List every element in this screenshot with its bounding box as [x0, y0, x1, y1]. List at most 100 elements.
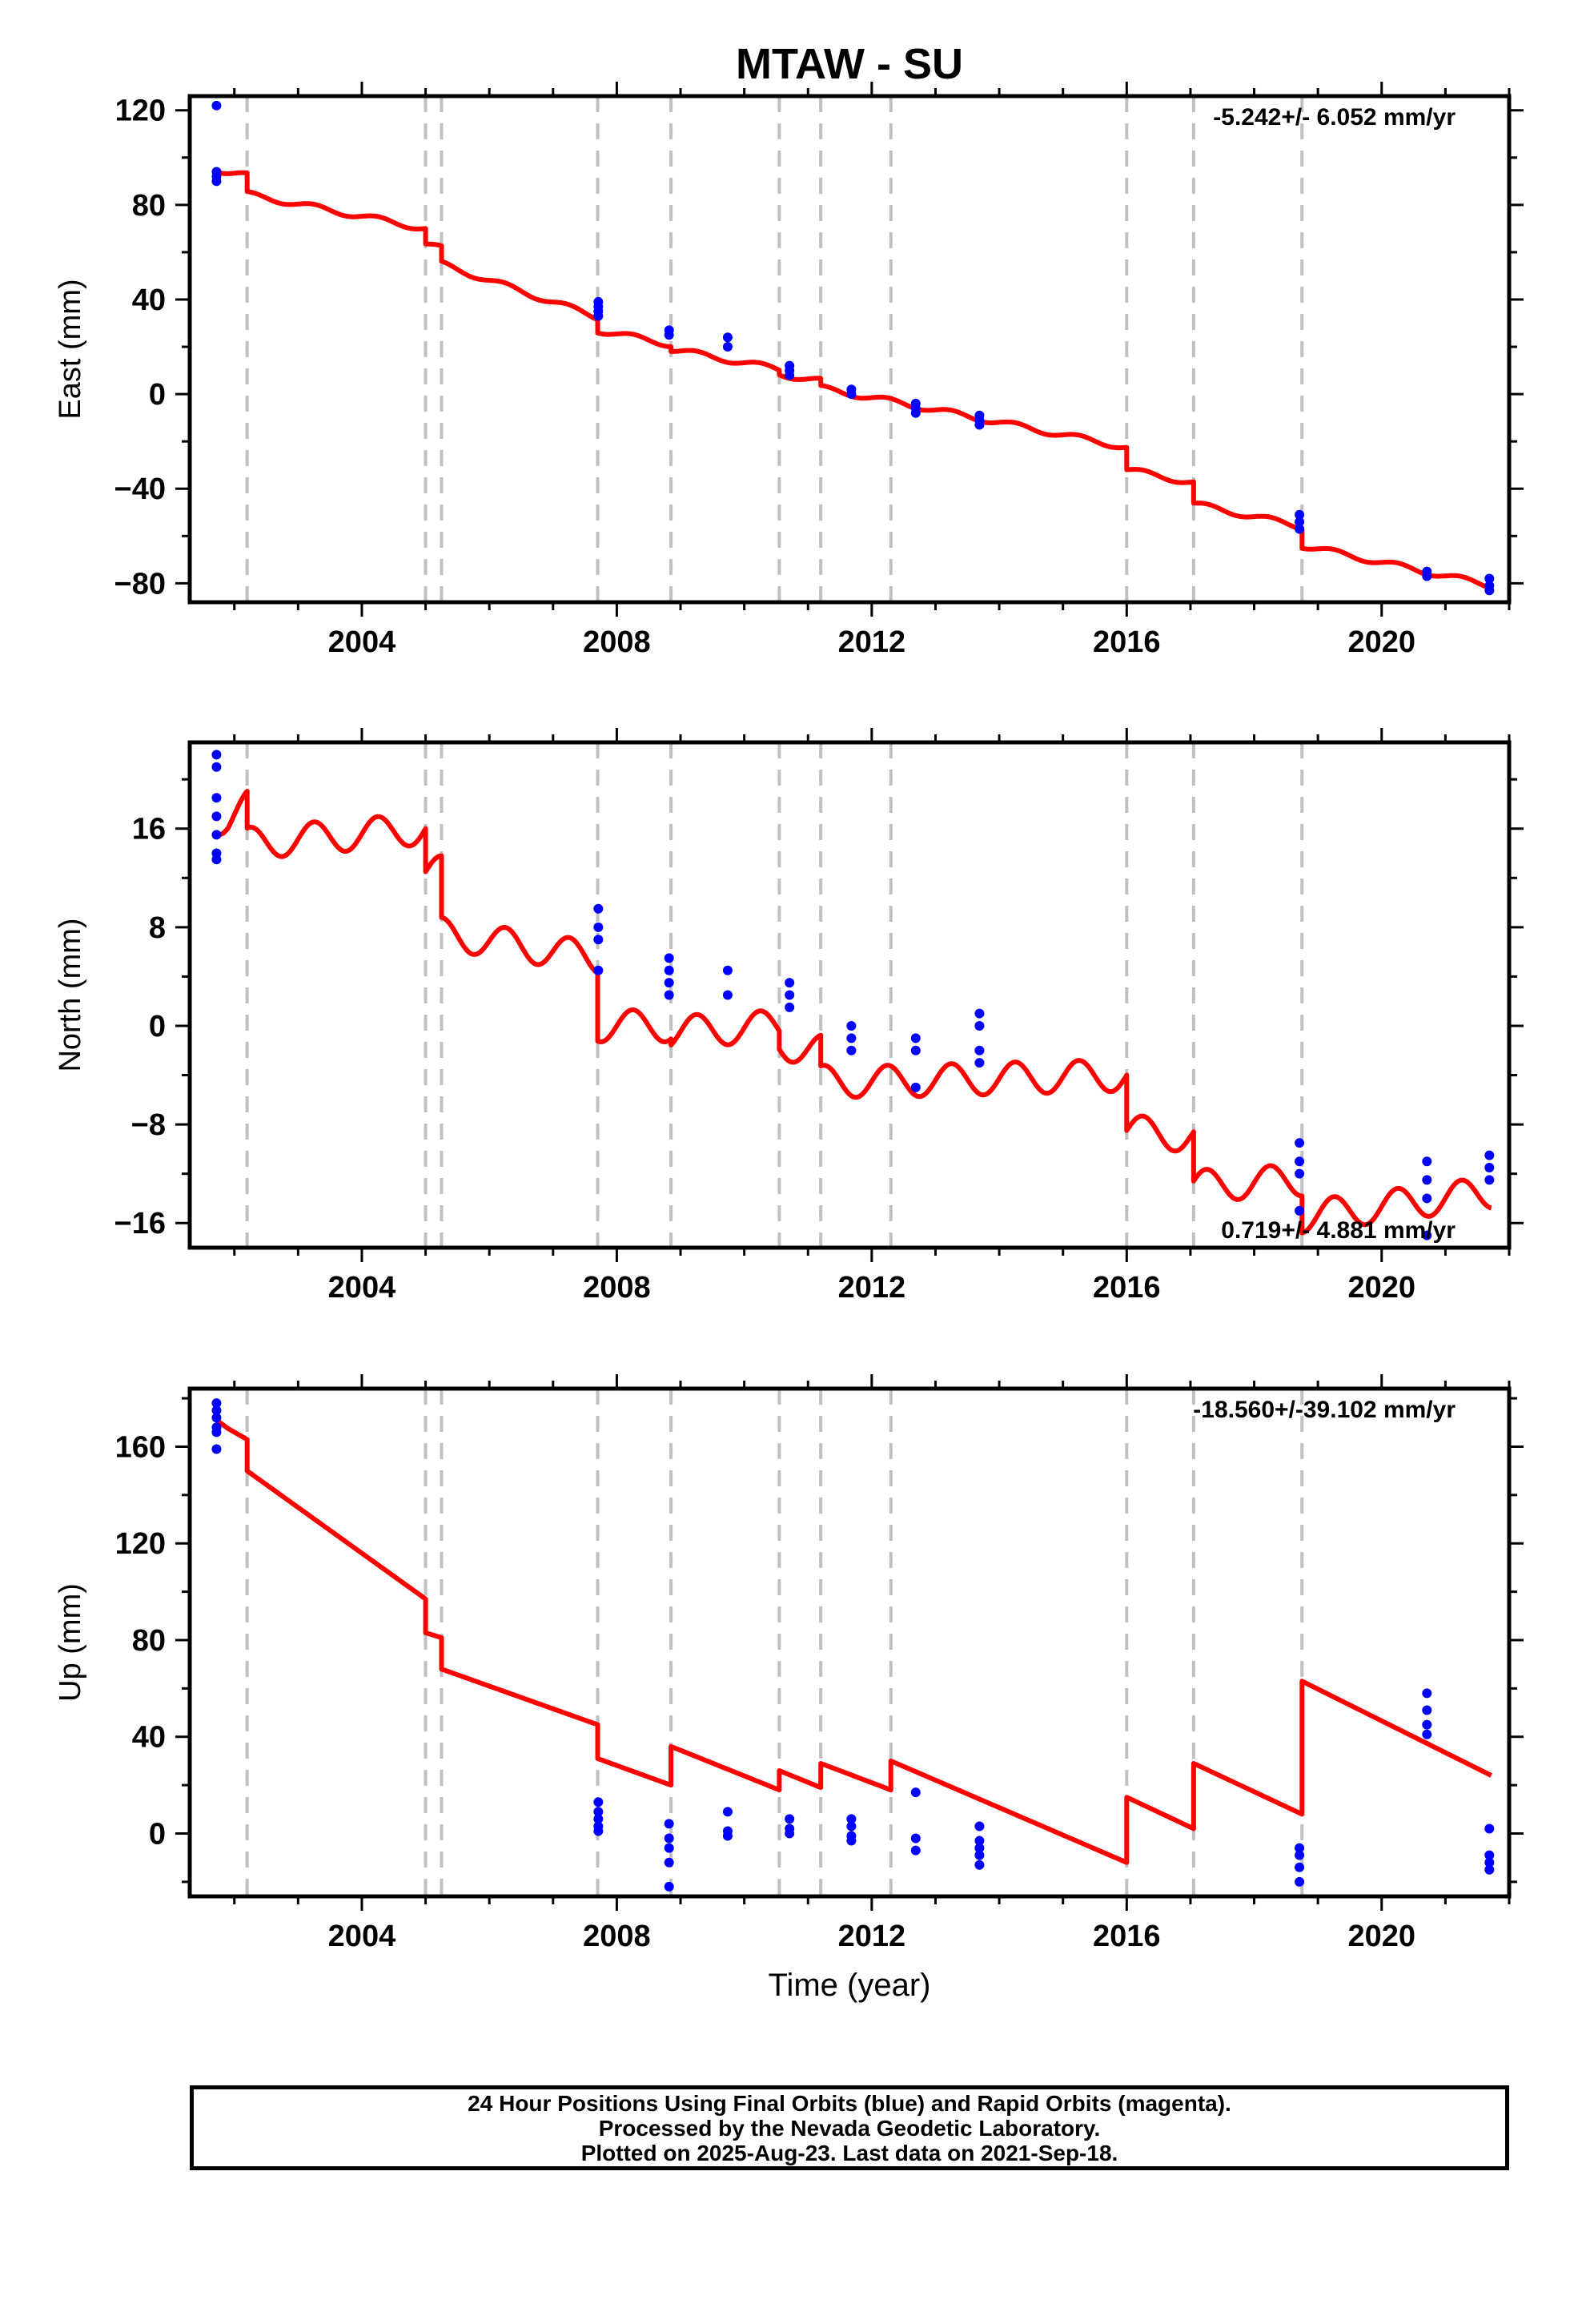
- data-point: [664, 978, 674, 988]
- data-point: [846, 1020, 857, 1031]
- data-point: [846, 389, 857, 400]
- x-tick-label: 2020: [1347, 625, 1415, 659]
- data-point: [846, 1045, 857, 1055]
- y-axis-label: Up (mm): [54, 1583, 87, 1702]
- y-tick-label: 80: [132, 1624, 166, 1658]
- data-point: [1295, 509, 1305, 520]
- data-point: [846, 1814, 857, 1824]
- data-point: [722, 1831, 733, 1841]
- data-point: [1422, 1156, 1432, 1167]
- data-point: [974, 1850, 985, 1860]
- x-tick-label: 2012: [838, 1920, 906, 1953]
- rate-label: -18.560+/-39.102 mm/yr: [1193, 1397, 1456, 1423]
- data-point: [664, 1843, 674, 1853]
- data-point: [910, 408, 921, 418]
- data-point: [211, 1405, 222, 1416]
- y-tick-label: 8: [149, 911, 166, 945]
- y-tick-label: −8: [131, 1108, 166, 1142]
- data-point: [1422, 1705, 1432, 1715]
- x-tick-label: 2020: [1347, 1271, 1415, 1305]
- y-tick-label: 80: [132, 189, 166, 223]
- data-point: [664, 1833, 674, 1844]
- data-point: [1295, 1138, 1305, 1148]
- rate-label: 0.719+/- 4.881 mm/yr: [1221, 1217, 1456, 1244]
- data-point: [974, 1835, 985, 1846]
- data-point: [664, 1819, 674, 1829]
- data-point: [1295, 1850, 1305, 1860]
- data-point: [1295, 1876, 1305, 1887]
- x-tick-label: 2008: [583, 1271, 651, 1305]
- data-point: [593, 965, 604, 975]
- data-point: [211, 1413, 222, 1423]
- y-axis-label: North (mm): [54, 918, 87, 1072]
- data-point: [593, 922, 604, 932]
- data-point: [211, 762, 222, 772]
- data-point: [593, 1826, 604, 1836]
- data-point: [664, 1881, 674, 1892]
- data-point: [593, 1807, 604, 1817]
- rate-label: -5.242+/- 6.052 mm/yr: [1213, 104, 1456, 131]
- data-point: [1484, 1162, 1495, 1172]
- data-point: [1422, 1193, 1432, 1204]
- x-tick-label: 2020: [1347, 1920, 1415, 1953]
- x-tick-label: 2008: [583, 1920, 651, 1953]
- data-point: [785, 990, 795, 1000]
- panel-up: 2004 2008 2012 2016 2020 0 40 80 120 160 Up (mm) -1…: [54, 1374, 1524, 2003]
- data-point: [593, 935, 604, 945]
- data-point: [974, 1045, 985, 1055]
- data-point: [1295, 1843, 1305, 1853]
- data-point: [722, 990, 733, 1000]
- footer-line-plot-date: Plotted on 2025-Aug-23. Last data on 202…: [580, 2140, 1118, 2165]
- x-tick-label: 2004: [328, 1920, 396, 1953]
- data-point: [211, 1427, 222, 1437]
- y-tick-label: −16: [114, 1207, 166, 1240]
- x-tick-label: 2016: [1093, 1920, 1161, 1953]
- data-point: [211, 1444, 222, 1454]
- data-point: [593, 1814, 604, 1824]
- footer-line-processed-by: Processed by the Nevada Geodetic Laborat…: [598, 2115, 1101, 2141]
- panel-north: 2004 2008 2012 2016 2020 −16 −8 0 8 16 North (mm) 0…: [54, 728, 1524, 1305]
- x-tick-label: 2004: [328, 1271, 396, 1305]
- data-point: [593, 903, 604, 914]
- data-point: [593, 311, 604, 321]
- chart-title: MTAW - SU: [736, 40, 963, 88]
- data-point: [664, 1857, 674, 1868]
- y-tick-label: 0: [149, 1010, 166, 1043]
- data-point: [593, 1797, 604, 1807]
- data-point: [1422, 571, 1432, 581]
- model-line: [215, 1417, 1493, 1865]
- data-point: [785, 978, 795, 988]
- y-axis-label: East (mm): [54, 279, 87, 419]
- data-point: [846, 1835, 857, 1846]
- data-point: [1484, 573, 1495, 584]
- data-point: [1422, 1729, 1432, 1739]
- panel-east: 2004 2008 2012 2016 2020 −80 −40 0 40 80 120 East (…: [54, 40, 1524, 659]
- y-tick-label: 120: [115, 94, 166, 128]
- data-point: [910, 1787, 921, 1798]
- data-point: [211, 750, 222, 760]
- data-point: [211, 854, 222, 865]
- plot-frame: [187, 740, 1512, 1250]
- data-point: [211, 100, 222, 111]
- data-point: [910, 1033, 921, 1043]
- x-tick-label: 2016: [1093, 1271, 1161, 1305]
- y-tick-label: −80: [114, 567, 166, 601]
- data-point: [1295, 1168, 1305, 1179]
- data-point: [211, 1398, 222, 1409]
- data-point: [1484, 1864, 1495, 1875]
- data-point: [664, 330, 674, 340]
- footer-line-orbits: 24 Hour Positions Using Final Orbits (bl…: [468, 2090, 1231, 2116]
- data-point: [211, 811, 222, 822]
- model-line: [215, 789, 1493, 1236]
- data-point: [722, 1807, 733, 1817]
- data-point: [1484, 1175, 1495, 1185]
- data-point: [1295, 1156, 1305, 1167]
- data-point: [664, 990, 674, 1000]
- data-point: [974, 1821, 985, 1831]
- footer-caption-box: 24 Hour Positions Using Final Orbits (bl…: [190, 2085, 1509, 2170]
- data-point: [211, 793, 222, 803]
- data-point: [974, 1843, 985, 1853]
- data-point: [1484, 1150, 1495, 1160]
- data-point: [974, 1860, 985, 1870]
